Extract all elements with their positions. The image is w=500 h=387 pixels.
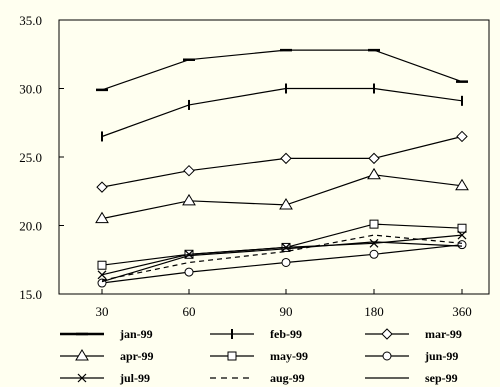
data-point [280, 152, 292, 165]
legend-label: jun-99 [424, 349, 458, 363]
y-tick-label: 25.0 [19, 150, 42, 165]
legend-marker [381, 328, 393, 340]
data-point [369, 249, 379, 259]
data-point [369, 219, 379, 229]
x-stroke [281, 242, 291, 252]
x-stroke [369, 238, 379, 248]
data-point [369, 238, 379, 248]
legend-marker [75, 349, 89, 361]
data-point [183, 164, 195, 177]
legend-label: jul-99 [119, 371, 150, 385]
legend-item-mar-99: mar-99 [365, 327, 462, 341]
x-axis: 30 60 90 180 360 [96, 289, 472, 319]
y-tick-label: 30.0 [19, 82, 42, 97]
legend-marker [227, 351, 237, 361]
data-point [455, 178, 469, 191]
legend-label: aug-99 [270, 371, 305, 385]
data-point [281, 242, 291, 252]
data-point [456, 130, 468, 143]
legend-label: jan-99 [119, 327, 153, 341]
series-sep-99 [101, 241, 463, 283]
data-point [281, 257, 291, 267]
series-line [101, 49, 463, 91]
legend-item-feb-99: feb-99 [210, 327, 302, 341]
y-tick-label: 15.0 [19, 287, 42, 302]
x-stroke [457, 230, 467, 240]
legend-marker [382, 351, 392, 361]
legend-item-jan-99: jan-99 [60, 327, 153, 341]
data-point [367, 167, 381, 180]
series-layer [95, 48, 469, 288]
series-line [101, 174, 463, 220]
legend-label: may-99 [270, 349, 308, 363]
legend-item-apr-99: apr-99 [60, 349, 154, 363]
data-point [368, 152, 380, 165]
legend: jan-99 feb-99 mar-99 apr-99 may-99 jun-99 jul-… [60, 327, 462, 385]
x-tick-label: 180 [364, 304, 384, 319]
legend-label: feb-99 [270, 327, 302, 341]
y-tick-label: 35.0 [19, 13, 42, 28]
y-axis: 15.0 20.0 25.0 30.0 35.0 [19, 13, 64, 302]
legend-marker [77, 373, 87, 383]
legend-item-jul-99: jul-99 [60, 371, 150, 385]
data-point [457, 223, 467, 233]
data-point [184, 267, 194, 277]
data-point [279, 197, 293, 210]
legend-label: sep-99 [425, 371, 458, 385]
series-apr-99 [95, 167, 469, 224]
series-feb-99 [101, 83, 463, 142]
y-tick-label: 20.0 [19, 219, 42, 234]
legend-label: mar-99 [425, 327, 462, 341]
data-point [97, 270, 107, 280]
data-point [457, 240, 467, 250]
legend-item-jun-99: jun-99 [365, 349, 458, 363]
x-tick-label: 30 [96, 304, 109, 319]
series-line [101, 87, 463, 138]
series-aug-99 [101, 234, 463, 281]
x-stroke [97, 270, 107, 280]
series-line [101, 241, 463, 283]
series-jun-99 [97, 240, 467, 288]
series-line [101, 234, 463, 281]
x-stroke [77, 373, 87, 383]
legend-item-may-99: may-99 [210, 349, 308, 363]
data-point [457, 230, 467, 240]
x-tick-label: 90 [280, 304, 293, 319]
series-mar-99 [96, 130, 468, 193]
series-jul-99 [97, 230, 467, 280]
x-tick-label: 360 [452, 304, 472, 319]
legend-label: apr-99 [120, 349, 154, 363]
series-jan-99 [96, 48, 468, 92]
data-point [182, 193, 196, 206]
data-point [96, 181, 108, 193]
data-point [97, 260, 107, 270]
legend-item-sep-99: sep-99 [365, 371, 458, 385]
x-tick-label: 60 [183, 304, 196, 319]
legend-item-aug-99: aug-99 [210, 371, 305, 385]
data-point [95, 211, 109, 224]
